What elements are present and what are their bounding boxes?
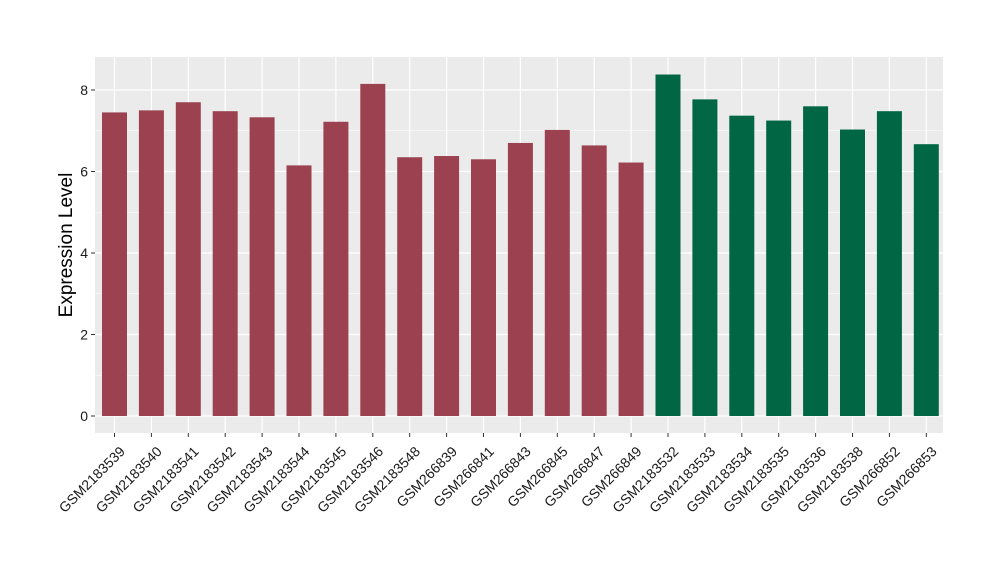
y-axis: 0 2 4 6 8 — [80, 82, 95, 424]
y-axis-title: Expression Level — [56, 173, 77, 318]
bar — [286, 165, 312, 416]
bar — [692, 99, 718, 416]
bar — [618, 162, 644, 416]
x-axis: GSM2183539GSM2183540GSM2183541GSM2183542… — [56, 433, 940, 516]
bar — [249, 117, 275, 417]
bar — [212, 111, 238, 416]
bar — [434, 156, 460, 416]
bar — [175, 102, 201, 416]
y-tick-label: 4 — [80, 245, 88, 261]
bar — [102, 112, 127, 416]
bar — [397, 157, 423, 417]
bar — [471, 159, 496, 416]
bar — [840, 129, 865, 416]
bars — [102, 74, 939, 417]
bar — [544, 129, 570, 416]
bar — [360, 83, 386, 416]
bar — [507, 142, 533, 416]
bar — [803, 106, 829, 417]
bar — [138, 110, 164, 416]
y-tick-label: 2 — [80, 327, 88, 343]
bar — [323, 121, 349, 416]
bar — [913, 144, 939, 416]
y-tick-label: 6 — [80, 164, 88, 180]
y-tick-label: 0 — [80, 408, 88, 424]
bar — [729, 115, 755, 417]
bar — [581, 145, 607, 417]
y-tick-label: 8 — [80, 82, 88, 98]
bar — [655, 74, 681, 416]
bar — [876, 111, 902, 416]
bar — [766, 120, 792, 416]
